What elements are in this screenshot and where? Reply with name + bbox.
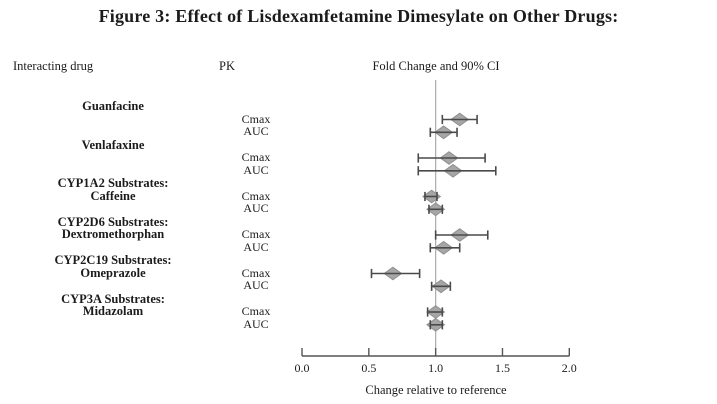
x-tick-label: 0.5 [361,361,377,375]
x-axis-label: Change relative to reference [365,383,507,397]
x-tick-label: 1.5 [494,361,510,375]
drug-label: CYP3A Substrates: Midazolam [13,291,213,319]
pk-row-label: Cmax [241,188,271,203]
drug-label-line: Venlafaxine [81,137,145,152]
drug-label-line: Guanfacine [82,99,144,113]
drug-label-line: Caffeine [90,188,136,203]
x-tick-label: 0.0 [294,361,310,375]
pk-row-label: AUC [243,278,269,293]
x-tick-label: 2.0 [561,361,577,375]
drug-label: CYP2D6 Substrates: Dextromethorphan [13,214,213,242]
pk-row-label: AUC [243,124,269,139]
column-header-fold-change-ci: Fold Change and 90% CI [372,59,500,73]
drug-label-line: Omeprazole [80,265,146,280]
figure-title: Figure 3: Effect of Lisdexamfetamine Dim… [98,6,619,26]
pk-row-label: Cmax [241,227,271,242]
drug-label-line: CYP2C19 Substrates: [54,253,172,267]
drug-label: CYP2C19 Substrates: Omeprazole [13,254,213,280]
drug-label-line: Midazolam [82,304,144,319]
pk-row-label: AUC [243,201,269,216]
pk-row-label: AUC [243,239,269,254]
drug-label: Venlafaxine [13,137,213,152]
pk-row-label: Cmax [241,111,271,126]
pk-row-label: Cmax [241,150,271,165]
pk-row-label: Cmax [241,304,271,319]
drug-label-line: Dextromethorphan [61,227,165,242]
column-header-pk: PK [219,59,235,73]
drug-label-line: CYP1A2 Substrates: [57,176,169,190]
pk-row-label: AUC [243,316,269,331]
x-tick-label: 1.0 [428,361,444,375]
drug-label: Guanfacine [13,100,213,113]
drug-label-line: CYP3A Substrates: [61,291,165,306]
drug-label-line: CYP2D6 Substrates: [57,214,169,229]
drug-label: CYP1A2 Substrates: Caffeine [13,177,213,203]
pk-row-label: Cmax [241,265,271,280]
column-header-interacting-drug: Interacting drug [13,59,94,73]
pk-row-label: AUC [243,162,269,177]
